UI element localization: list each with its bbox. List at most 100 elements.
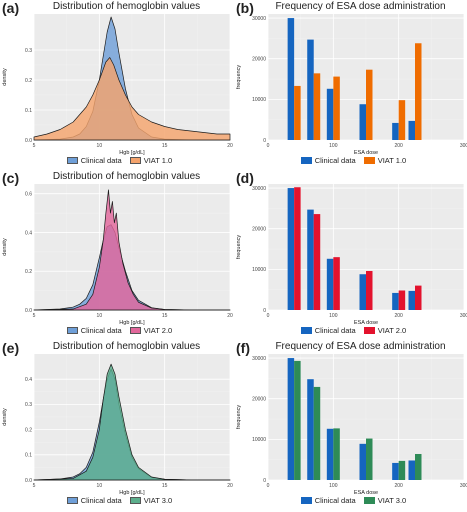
x-tick-label: 15: [162, 483, 168, 489]
y-tick-label: 0.2: [25, 269, 32, 275]
bar-chart-b: 0 100 200 300 0 10000 20000 30000 ESA dose freque…: [236, 14, 467, 156]
x-tick-label: 0: [267, 313, 270, 319]
legend: Clinical data VIAT 1.0: [234, 156, 467, 165]
bar-viat: [294, 360, 301, 480]
panel-label: (a): [2, 0, 20, 16]
x-tick-label: 200: [394, 313, 403, 319]
panel-d: (d) 0 100 200 300 0 10000 20000 30000 ESA dose fr…: [234, 170, 467, 340]
x-tick-label: 15: [162, 313, 168, 319]
density-area-viat: [33, 189, 231, 311]
bar-viat: [366, 69, 373, 140]
y-tick-label: 0.2: [25, 78, 32, 84]
y-tick-label: 0.2: [25, 427, 32, 433]
y-axis-label: frequency: [236, 235, 242, 259]
bar-clinical: [307, 39, 314, 140]
legend-key-clinical: [300, 327, 312, 334]
y-tick-label: 0.0: [25, 138, 32, 144]
bar-viat: [294, 187, 301, 310]
y-tick-label: 0: [263, 478, 266, 484]
x-axis-label: ESA dose: [354, 490, 378, 496]
bar-clinical: [359, 104, 366, 140]
bar-viat: [313, 386, 321, 480]
bar-chart-d: 0 100 200 300 0 10000 20000 30000 ESA dose freque…: [236, 184, 467, 326]
legend-label-viat: VIAT 3.0: [143, 496, 173, 505]
y-tick-label: 10000: [252, 437, 266, 443]
bar-clinical: [359, 274, 366, 310]
y-tick-label: 30000: [252, 186, 266, 192]
y-axis-label: frequency: [236, 65, 242, 89]
x-tick-label: 300: [460, 483, 467, 489]
y-tick-label: 20000: [252, 397, 266, 403]
bar-viat: [313, 214, 321, 310]
bar-viat: [333, 76, 340, 140]
x-tick-label: 200: [394, 143, 403, 149]
legend-label-viat: VIAT 2.0: [143, 326, 173, 335]
legend-label-clinical: Clinical data: [80, 326, 122, 335]
legend-label-viat: VIAT 2.0: [377, 326, 407, 335]
legend: Clinical data VIAT 2.0: [0, 326, 233, 335]
y-tick-label: 0.1: [25, 453, 32, 459]
x-tick-label: 300: [460, 143, 467, 149]
bar-clinical: [392, 462, 399, 480]
x-tick-label: 20: [227, 313, 233, 319]
bar-clinical: [392, 122, 399, 140]
bar-viat: [313, 73, 321, 140]
chart-title: Distribution of hemoglobin values: [52, 1, 201, 12]
bar-clinical: [307, 379, 314, 480]
bar-viat: [366, 438, 373, 480]
bar-viat: [398, 460, 406, 480]
legend-label-viat: VIAT 1.0: [143, 156, 173, 165]
panel-e: (e) Distribution of hemoglobin values 5 1…: [0, 340, 233, 510]
bar-viat: [415, 43, 422, 141]
legend-key-viat: [129, 157, 141, 164]
x-tick-label: 100: [329, 483, 338, 489]
y-tick-label: 10000: [252, 97, 266, 103]
panel-b: (b) Frequency of ESA dose administration…: [234, 0, 467, 170]
x-tick-label: 5: [33, 313, 36, 319]
x-axis-label: ESA dose: [354, 150, 378, 156]
bar-viat: [294, 85, 301, 140]
y-tick-label: 30000: [252, 356, 266, 362]
legend-key-clinical: [66, 157, 78, 164]
y-tick-label: 30000: [252, 16, 266, 22]
bar-clinical: [326, 428, 334, 480]
legend-label-viat: VIAT 3.0: [377, 496, 407, 505]
y-tick-label: 0.4: [25, 377, 32, 383]
density-chart-a: 5 10 15 20 0.0 0.1 0.2 0.3 Hgb [g/dL] density: [2, 14, 233, 156]
bar-clinical: [408, 460, 415, 480]
x-tick-label: 5: [33, 483, 36, 489]
bar-viat: [398, 290, 406, 310]
panel-label: (e): [2, 340, 20, 356]
y-tick-label: 0: [263, 308, 266, 314]
panel-a: (a) Distribution of hemoglobin values 5 1…: [0, 0, 233, 170]
bar-clinical: [359, 443, 366, 480]
x-tick-label: 100: [329, 313, 338, 319]
y-tick-label: 0.3: [25, 48, 32, 54]
legend-label-clinical: Clinical data: [314, 326, 356, 335]
x-tick-label: 20: [227, 143, 233, 149]
x-tick-label: 15: [162, 143, 168, 149]
density-chart-e: 5 10 15 20 0.0 0.1 0.2 0.3 0.4 Hgb [g/dL] density: [2, 354, 233, 496]
y-axis-label: density: [2, 408, 8, 426]
y-tick-label: 0.0: [25, 478, 32, 484]
y-tick-label: 0.1: [25, 108, 32, 114]
bar-chart-f: 0 100 200 300 0 10000 20000 30000 ESA dose freque…: [236, 354, 467, 496]
x-tick-label: 10: [97, 313, 103, 319]
legend-key-viat: [129, 327, 141, 334]
x-tick-label: 0: [267, 143, 270, 149]
bar-clinical: [287, 188, 295, 310]
legend: Clinical data VIAT 3.0: [0, 496, 233, 505]
y-axis-label: frequency: [236, 405, 242, 429]
bar-clinical: [392, 292, 399, 310]
bar-clinical: [408, 120, 415, 140]
y-tick-label: 20000: [252, 227, 266, 233]
density-chart-c: 5 10 15 20 0.0 0.2 0.4 0.6 Hgb [g/dL] density: [2, 184, 233, 326]
panel-label: (b): [236, 0, 254, 16]
legend-label-clinical: Clinical data: [314, 496, 356, 505]
x-tick-label: 300: [460, 313, 467, 319]
legend-key-clinical: [300, 497, 312, 504]
bar-viat: [333, 257, 340, 310]
y-tick-label: 0.0: [25, 308, 32, 314]
x-tick-label: 10: [97, 143, 103, 149]
chart-title: Frequency of ESA dose administration: [275, 1, 446, 12]
